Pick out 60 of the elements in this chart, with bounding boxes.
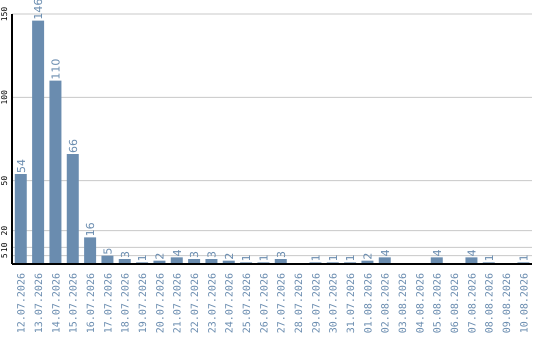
- x-tick-label: 10.08.2026: [519, 273, 530, 334]
- data-label: 54: [14, 159, 28, 173]
- x-tick-label: 05.08.2026: [432, 273, 444, 334]
- y-tick-label: 50: [0, 176, 9, 186]
- x-tick-label: 03.08.2026: [398, 273, 409, 334]
- data-label: 4: [430, 249, 444, 256]
- x-tick-label: 25.07.2026: [242, 273, 253, 334]
- x-tick-label: 23.07.2026: [207, 273, 218, 334]
- x-tick-label: 08.08.2026: [484, 273, 496, 334]
- data-label: 1: [482, 254, 496, 262]
- y-tick-label: 100: [0, 90, 9, 105]
- data-label: 1: [326, 254, 340, 262]
- x-tick-label: 19.07.2026: [138, 273, 149, 334]
- x-tick-label: 21.07.2026: [172, 273, 184, 334]
- data-label: 3: [274, 251, 288, 258]
- x-tick-label: 30.07.2026: [328, 273, 340, 334]
- x-tick-label: 13.07.2026: [34, 273, 45, 334]
- data-label: 66: [66, 139, 80, 153]
- data-label: 1: [517, 254, 530, 262]
- x-tick-label: 16.07.2026: [86, 273, 97, 334]
- y-tick-label: 20: [0, 226, 9, 236]
- data-label: 3: [118, 251, 132, 258]
- data-label: 1: [309, 254, 322, 262]
- data-label: 4: [378, 249, 392, 256]
- data-label: 1: [136, 254, 150, 262]
- x-tick-label: 01.08.2026: [363, 273, 374, 334]
- data-label: 2: [222, 252, 236, 260]
- x-tick-label: 31.07.2026: [346, 273, 357, 334]
- x-tick-label: 12.07.2026: [16, 273, 28, 334]
- x-tick-label: 22.07.2026: [190, 273, 201, 334]
- x-tick-label: 20.07.2026: [155, 273, 166, 334]
- data-label: 3: [188, 251, 202, 258]
- data-label: 1: [257, 254, 270, 262]
- data-label: 110: [49, 58, 62, 80]
- y-tick-label: 10: [0, 242, 9, 252]
- x-tick-label: 14.07.2026: [51, 273, 62, 334]
- x-tick-label: 24.07.2026: [224, 273, 236, 334]
- x-tick-label: 26.07.2026: [259, 273, 270, 334]
- x-tick-label: 28.07.2026: [294, 273, 305, 334]
- data-label: 5: [101, 248, 114, 255]
- x-tick-label: 29.07.2026: [311, 273, 322, 334]
- data-label: 3: [205, 251, 218, 258]
- x-tick-label: 17.07.2026: [103, 273, 114, 334]
- x-tick-label: 06.08.2026: [450, 273, 461, 334]
- data-label: 1: [344, 254, 358, 262]
- x-tick-label: 07.08.2026: [467, 273, 478, 334]
- x-tick-label: 27.07.2026: [276, 273, 288, 334]
- data-label: 2: [153, 252, 166, 260]
- data-label: 2: [361, 252, 374, 260]
- data-label: 4: [170, 249, 184, 256]
- y-tick-label: 5: [0, 253, 9, 258]
- x-tick-label: 15.07.2026: [68, 273, 80, 334]
- x-tick-label: 09.08.2026: [502, 273, 513, 334]
- data-label: 16: [84, 222, 98, 236]
- data-label: 4: [465, 249, 478, 256]
- x-tick-label: 04.08.2026: [415, 273, 426, 334]
- x-tick-label: 02.08.2026: [380, 273, 392, 334]
- data-label: 1: [240, 254, 254, 262]
- y-tick-label: 150: [0, 6, 9, 22]
- x-tick-label: 18.07.2026: [120, 273, 132, 334]
